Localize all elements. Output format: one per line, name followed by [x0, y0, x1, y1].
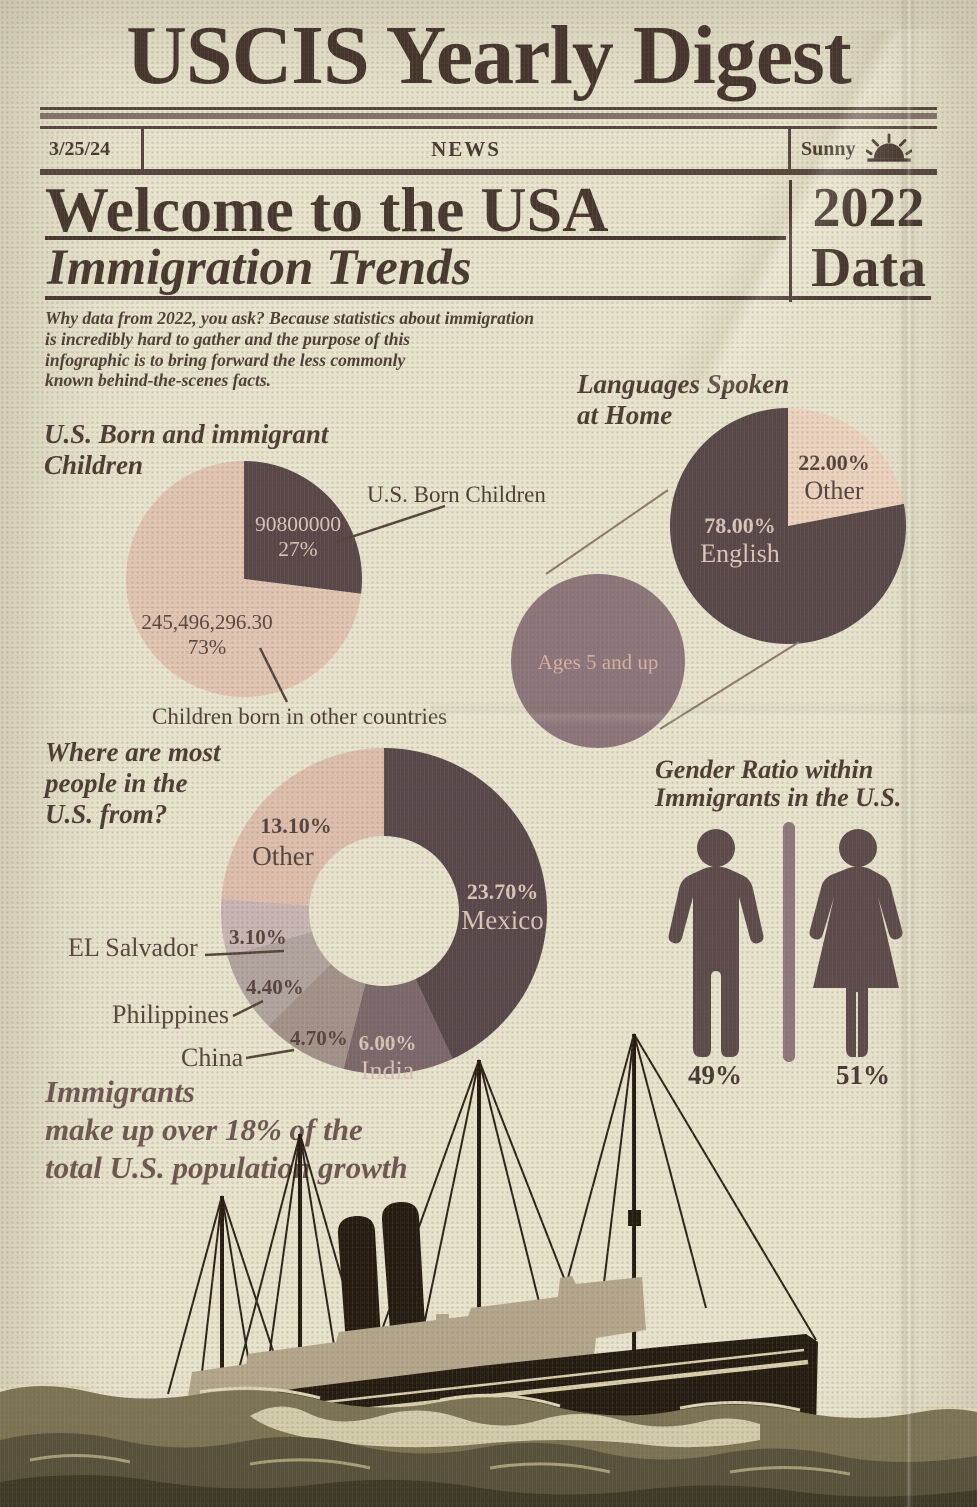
intro-line: infographic is to bring forward the less…: [45, 349, 406, 370]
other-countries-value-label: 245,496,296.30 73%: [122, 610, 292, 660]
paper-wrinkle-horizontal: [430, 700, 977, 726]
origin-chart-title-line3: U.S. from?: [45, 799, 168, 829]
slice-china: [268, 963, 366, 1069]
magnifier-line-top: [545, 489, 669, 575]
steamship-illustration: [0, 1033, 977, 1507]
origin-other-name: Other: [252, 841, 314, 871]
origin-chart-title: Where are most people in the U.S. from?: [45, 737, 221, 830]
masthead-rule-thin: [40, 107, 937, 110]
origin-philippines-name: Philippines: [112, 1000, 230, 1029]
slice-u-s-born-children: [244, 461, 362, 594]
languages-chart-title-line1: Languages Spoken: [577, 369, 790, 399]
children-pie-chart: [126, 461, 362, 697]
mast-crosstree: [628, 1210, 641, 1226]
ocean-waves: [0, 1382, 977, 1507]
origin-mexico-percent: 23.70%: [466, 879, 539, 904]
population-growth-note-line1: Immigrants: [45, 1074, 195, 1109]
headline-main: Welcome to the USA: [45, 174, 609, 245]
population-growth-note-line2: make up over 18% of the: [45, 1112, 363, 1147]
languages-english-percent: 78.00%: [704, 513, 776, 538]
male-percentage: 49%: [688, 1060, 742, 1090]
gender-chart-title-line2: Immigrants in the U.S.: [655, 783, 902, 812]
origin-chart-title-line1: Where are most: [45, 737, 221, 767]
intro-paragraph: Why data from 2022, you ask? Because sta…: [45, 308, 534, 391]
other-countries-percent: 73%: [187, 634, 227, 659]
female-percentage: 51%: [836, 1060, 890, 1090]
origin-el-salvador-name: EL Salvador: [68, 933, 198, 962]
headline-vertical-divider: [789, 180, 792, 302]
intro-line: known behind-the-scenes facts.: [45, 370, 272, 391]
languages-english-label: 78.00% English: [694, 513, 786, 570]
ship-ventilator: [436, 1314, 449, 1338]
headline-underline-1: [45, 236, 786, 240]
slice-english: [670, 408, 906, 644]
section-label: NEWS: [431, 136, 501, 161]
origin-india-label: 6.00% India: [345, 1031, 430, 1086]
slice-india: [343, 979, 453, 1074]
languages-other-name: Other: [804, 475, 864, 505]
sun-icon: [865, 133, 912, 165]
weather-label: Sunny: [801, 137, 856, 160]
ship-superstructure: [186, 1276, 646, 1410]
other-countries-callout-label: Children born in other countries: [152, 704, 448, 729]
headline-underline-2: [45, 296, 931, 300]
slice-other: [221, 748, 384, 906]
population-growth-note-line3: total U.S. population growth: [45, 1150, 408, 1185]
us-born-value: 90800000: [255, 512, 341, 536]
languages-other-percent: 22.00%: [798, 450, 870, 475]
date-label: 3/25/24: [40, 129, 144, 169]
languages-chart-title: Languages Spoken at Home: [577, 369, 789, 431]
origin-other-percent: 13.10%: [260, 813, 332, 838]
origin-china-name: China: [181, 1043, 244, 1072]
gender-chart-title-line1: Gender Ratio within: [655, 755, 874, 784]
ship-rigging: [167, 1033, 817, 1395]
slice-children-born-in-other-countries: [126, 461, 362, 697]
gender-divider-bar: [783, 822, 795, 1062]
slice-other: [788, 408, 904, 526]
children-chart-title-line1: U.S. Born and immigrant: [44, 419, 329, 449]
masthead-title: USCIS Yearly Digest: [126, 9, 852, 102]
us-born-callout-label: U.S. Born Children: [367, 482, 546, 507]
intro-line: is incredibly hard to gather and the pur…: [45, 328, 411, 349]
ages-note-label: Ages 5 and up: [537, 650, 659, 674]
other-countries-value: 245,496,296.30: [141, 610, 273, 634]
children-chart-title-line2: Children: [44, 450, 144, 480]
male-icon: [668, 829, 764, 1057]
origin-india-percent: 6.00%: [358, 1031, 417, 1055]
slice-el-salvador: [221, 898, 312, 957]
languages-pie-chart: [670, 408, 906, 644]
us-born-value-label: 90800000 27%: [238, 512, 358, 563]
weather-cell: Sunny: [788, 129, 937, 169]
origin-china-percent: 4.70%: [290, 1026, 348, 1050]
origin-el-salvador-percent: 3.10%: [229, 925, 287, 949]
origin-india-name: India: [360, 1055, 415, 1085]
masthead-rule-thick: [40, 113, 937, 119]
year-block: 2022 Data: [800, 178, 937, 299]
year-value: 2022: [812, 177, 925, 239]
us-born-percent: 27%: [278, 537, 318, 562]
origin-philippines-percent: 4.40%: [246, 975, 304, 999]
intro-line: Why data from 2022, you ask? Because sta…: [45, 308, 535, 328]
headline-subtitle: Immigration Trends: [47, 240, 472, 296]
children-chart-title: U.S. Born and immigrant Children: [44, 419, 328, 481]
languages-other-label: 22.00% Other: [788, 450, 880, 507]
news-bar: 3/25/24 NEWS Sunny: [40, 126, 937, 175]
slice-mexico: [384, 748, 547, 1059]
year-word: Data: [810, 237, 927, 300]
female-icon: [809, 829, 903, 1057]
population-growth-note: Immigrants make up over 18% of the total…: [45, 1073, 408, 1187]
languages-english-name: English: [700, 538, 780, 568]
gender-icons: [668, 822, 903, 1062]
origin-mexico-label: 23.70% Mexico: [450, 879, 555, 937]
languages-chart-title-line2: at Home: [577, 400, 673, 430]
gender-chart-title: Gender Ratio within Immigrants in the U.…: [655, 756, 901, 812]
ship-funnels: [337, 1201, 425, 1344]
origin-chart-title-line2: people in the: [45, 768, 188, 798]
magnifier-line-bottom: [659, 641, 800, 730]
origin-mexico-name: Mexico: [461, 904, 544, 935]
